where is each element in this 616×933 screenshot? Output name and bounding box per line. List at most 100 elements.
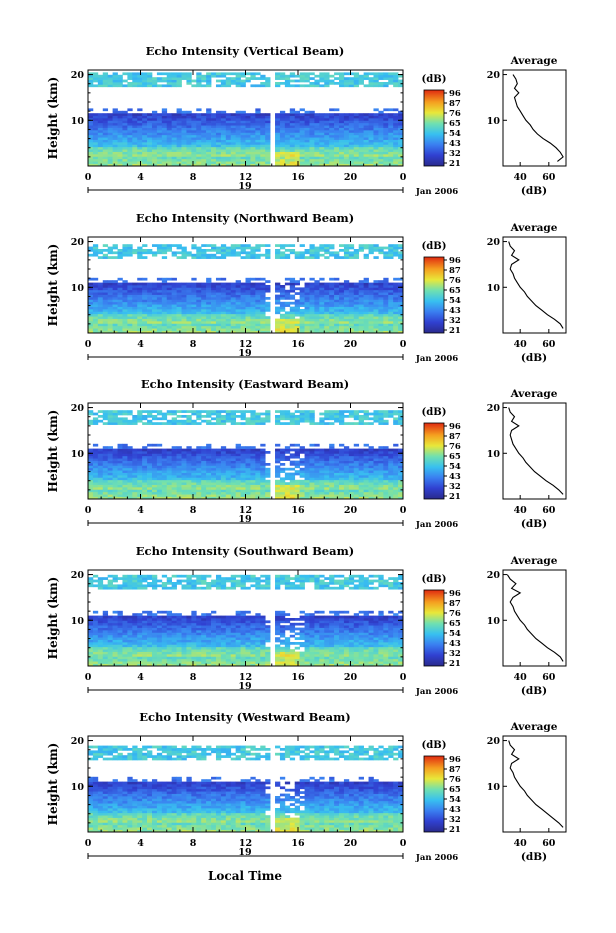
heatmap-cell — [226, 494, 231, 497]
heatmap-cell — [319, 475, 324, 478]
heatmap-cell — [108, 489, 113, 492]
heatmap-cell — [216, 299, 221, 302]
heatmap-cell — [201, 292, 206, 295]
heatmap-cell — [122, 323, 127, 326]
heatmap-cell — [364, 120, 369, 123]
heatmap-cell — [236, 465, 241, 468]
heatmap-cell — [147, 470, 152, 473]
heatmap-cell — [201, 159, 206, 162]
heatmap-cell — [142, 299, 147, 302]
heatmap-cell — [290, 314, 295, 317]
heatmap-cell — [142, 251, 147, 254]
heatmap-cell — [246, 299, 251, 302]
heatmap-cell — [255, 295, 260, 298]
heatmap-cell — [226, 463, 231, 466]
heatmap-cell — [369, 118, 374, 121]
heatmap-cell — [182, 135, 187, 138]
heatmap-cell — [98, 147, 103, 150]
heatmap-cell — [329, 120, 334, 123]
heatmap-cell — [142, 75, 147, 78]
heatmap-cell — [359, 128, 364, 131]
heatmap-cell — [201, 420, 206, 423]
heatmap-cell — [206, 415, 211, 418]
heatmap-cell — [98, 120, 103, 123]
heatmap-cell — [162, 80, 167, 83]
heatmap-cell — [250, 314, 255, 317]
heatmap-cell — [236, 319, 241, 322]
heatmap-cell — [191, 116, 196, 119]
heatmap-cell — [255, 487, 260, 490]
heatmap-cell — [334, 449, 339, 452]
heatmap-cell — [167, 456, 172, 459]
heatmap-cell — [309, 299, 314, 302]
x-tick-label: 20 — [344, 339, 358, 350]
heatmap-cell — [191, 137, 196, 140]
heatmap-cell — [191, 494, 196, 497]
heatmap-cell — [236, 144, 241, 147]
heatmap-cell — [182, 458, 187, 461]
y-axis-label: Height (km) — [46, 244, 60, 327]
heatmap-cell — [191, 319, 196, 322]
heatmap-cell — [246, 251, 251, 254]
heatmap-cell — [324, 154, 329, 157]
heatmap-cell — [241, 80, 246, 83]
heatmap-cell — [113, 130, 118, 133]
heatmap-cell — [211, 302, 216, 305]
heatmap-cell — [255, 283, 260, 286]
heatmap-cell — [162, 449, 167, 452]
heatmap-cell — [344, 123, 349, 126]
heatmap-cell — [309, 135, 314, 138]
heatmap-cell — [157, 477, 162, 480]
heatmap-cell — [236, 156, 241, 159]
heatmap-cell — [172, 244, 177, 247]
heatmap-cell — [383, 316, 388, 319]
heatmap-cell — [142, 323, 147, 326]
heatmap-cell — [250, 77, 255, 80]
heatmap-cell — [309, 487, 314, 490]
heatmap-cell — [290, 326, 295, 329]
heatmap-cell — [349, 422, 354, 425]
heatmap-cell — [231, 82, 236, 85]
heatmap-cell — [383, 82, 388, 85]
x-tick-label: 4 — [137, 172, 144, 183]
heatmap-cell — [221, 477, 226, 480]
heatmap-cell — [314, 473, 319, 476]
heatmap-cell — [246, 304, 251, 307]
heatmap-cell — [142, 458, 147, 461]
heatmap-cell — [103, 309, 108, 312]
heatmap-cell — [236, 415, 241, 418]
heatmap-cell — [88, 326, 93, 329]
heatmap-cell — [290, 489, 295, 492]
heatmap-cell — [132, 492, 137, 495]
heatmap-cell — [255, 328, 260, 331]
heatmap-cell — [211, 297, 216, 300]
heatmap-cell — [295, 149, 300, 152]
heatmap-cell — [147, 135, 152, 138]
heatmap-cell — [324, 161, 329, 164]
heatmap-cell — [103, 456, 108, 459]
heatmap-cell — [142, 316, 147, 319]
heatmap-cell — [260, 292, 265, 295]
heatmap-cell — [162, 77, 167, 80]
heatmap-cell — [388, 297, 393, 300]
heatmap-cell — [255, 494, 260, 497]
heatmap-cell — [216, 149, 221, 152]
heatmap-cell — [334, 311, 339, 314]
heatmap-cell — [305, 316, 310, 319]
heatmap-cell — [231, 152, 236, 155]
heatmap-cell — [177, 156, 182, 159]
heatmap-cell — [206, 244, 211, 247]
heatmap-cell — [137, 449, 142, 452]
heatmap-cell — [373, 82, 378, 85]
heatmap-cell — [305, 314, 310, 317]
heatmap-cell — [290, 156, 295, 159]
heatmap-cell — [236, 135, 241, 138]
heatmap-cell — [359, 147, 364, 150]
heatmap-cell — [196, 159, 201, 162]
heatmap-cell — [108, 319, 113, 322]
heatmap-cell — [177, 299, 182, 302]
heatmap-cell — [373, 323, 378, 326]
heatmap-cell — [290, 494, 295, 497]
heatmap-cell — [349, 156, 354, 159]
heatmap-cell — [344, 142, 349, 145]
